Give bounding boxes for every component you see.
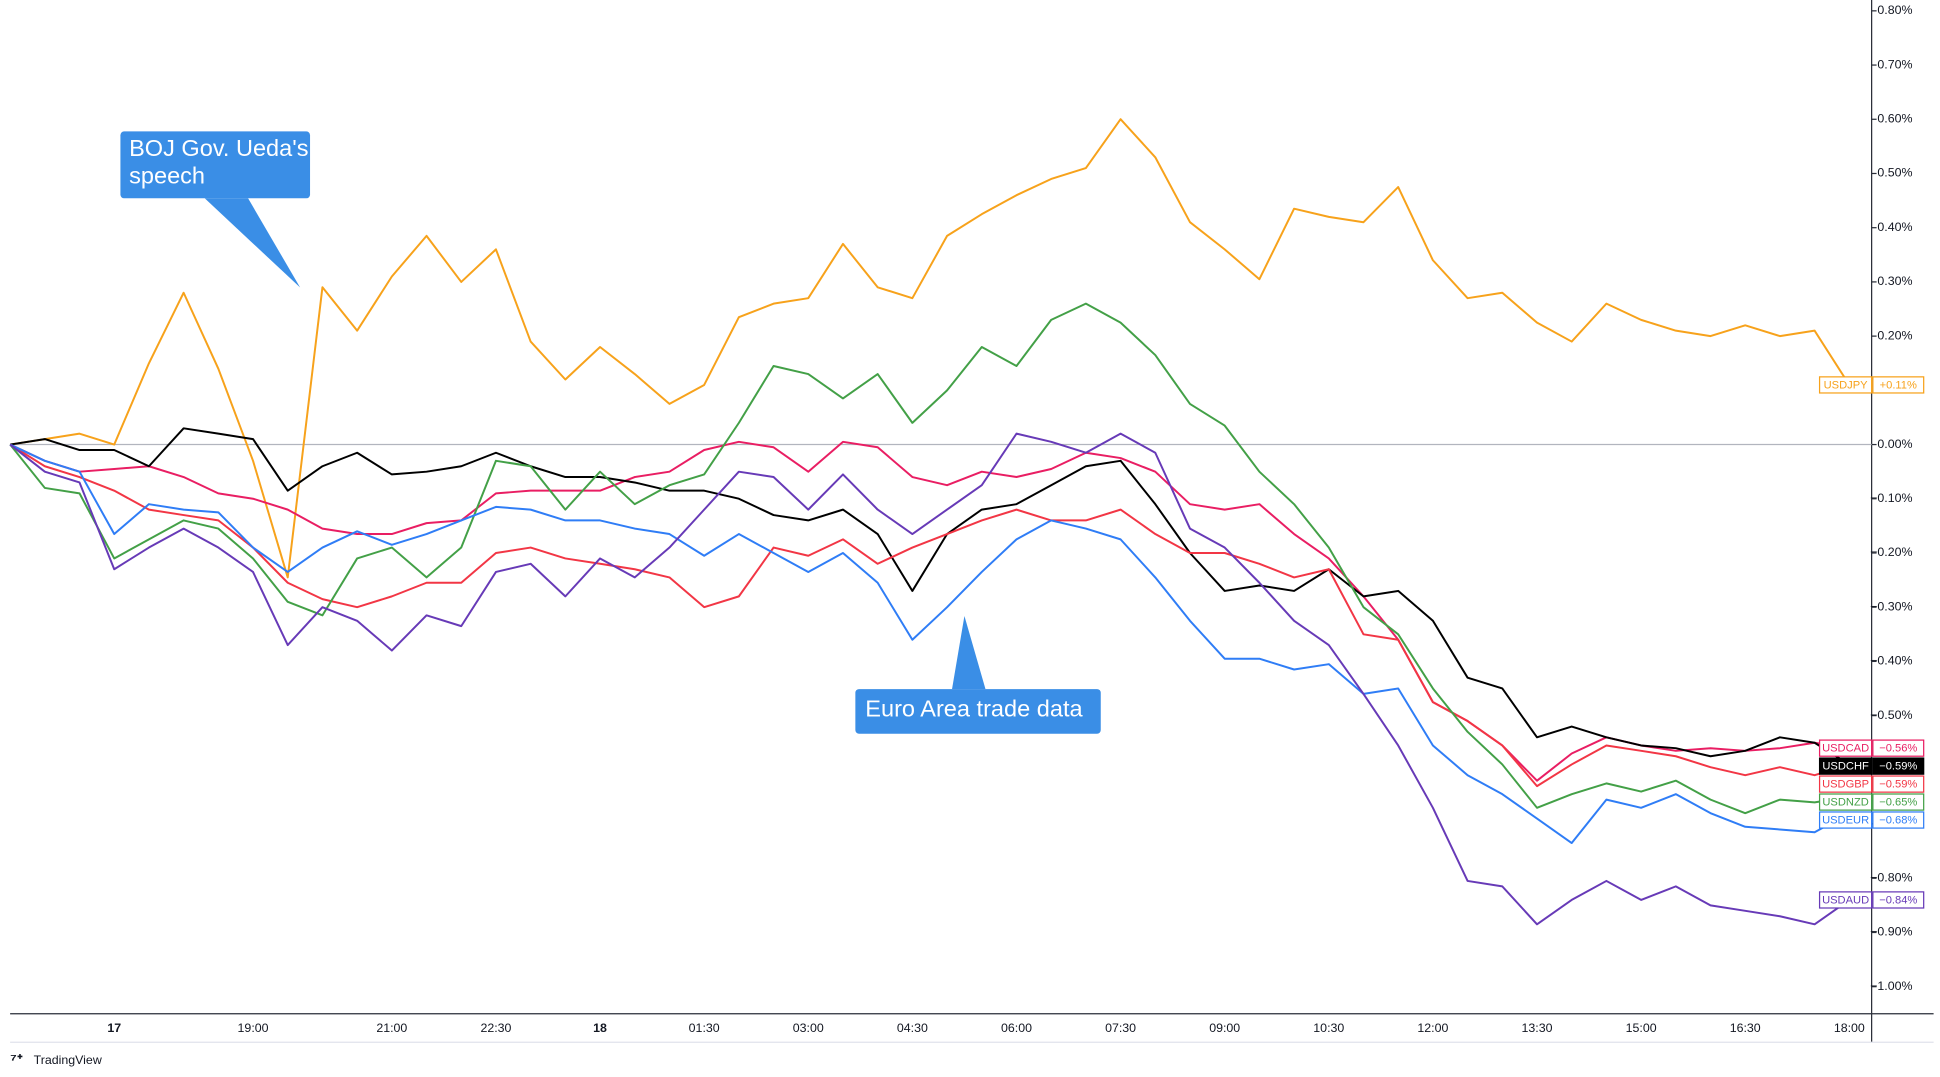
y-tick-label: −0.90% [1870, 925, 1912, 939]
tag-name-box [1818, 376, 1873, 394]
x-tick-label: 18:00 [1834, 1021, 1865, 1035]
y-tick-label: 0.20% [1877, 328, 1912, 342]
tag-name-box [1818, 775, 1873, 793]
series-tag: USDGBP −0.59% [1818, 775, 1925, 793]
tag-name: USDCAD [1822, 743, 1869, 755]
x-tick-label: 21:00 [376, 1021, 407, 1035]
y-tick-label: 0.30% [1877, 274, 1912, 288]
tag-name-box [1818, 811, 1873, 829]
callout-text: Euro Area trade data [865, 696, 1083, 723]
y-tick-label: 0.60% [1877, 112, 1912, 126]
x-tick-label: 17 [107, 1021, 121, 1035]
y-tick-label: −0.40% [1870, 654, 1912, 668]
x-tick-label: 13:30 [1522, 1021, 1553, 1035]
x-tick-label: 09:00 [1209, 1021, 1240, 1035]
x-tick-label: 12:00 [1417, 1021, 1448, 1035]
series-line [9, 440, 1850, 782]
series-tag: USDJPY +0.11% [1818, 376, 1925, 394]
x-tick-label: 19:00 [238, 1021, 269, 1035]
series-tag: USDCHF −0.59% [1818, 757, 1925, 775]
tag-value-box [1872, 757, 1925, 775]
y-tick-label: 0.70% [1877, 57, 1912, 71]
series-line [9, 443, 1850, 845]
tag-value-box [1872, 793, 1925, 811]
series-tag: USDNZD −0.65% [1818, 793, 1925, 811]
tag-value: −0.68% [1879, 815, 1917, 827]
y-tick-label: −0.50% [1870, 708, 1912, 722]
callout-pointer [952, 615, 986, 690]
tag-value: +0.11% [1880, 379, 1917, 391]
tag-value: −0.59% [1879, 761, 1917, 773]
y-tick-label: −0.20% [1870, 545, 1912, 559]
series-tag: USDCAD −0.56% [1818, 739, 1925, 757]
y-tick-label: −1.00% [1870, 979, 1912, 993]
y-tick-label: −0.80% [1870, 871, 1912, 885]
tag-name: USDGBP [1822, 779, 1869, 791]
tag-name-box [1818, 757, 1873, 775]
callout: Euro Area trade data [865, 696, 1083, 723]
x-tick-label: 04:30 [897, 1021, 928, 1035]
plot-area: 0.80% 0.70% 0.60% 0.50% 0.40% 0.30% 0.20% 0.00%… [9, 3, 1925, 1035]
callout-text: BOJ Gov. Ueda's speech [129, 136, 309, 190]
tag-name-box [1818, 793, 1873, 811]
callout-box [855, 689, 1101, 734]
series-tag: USDAUD −0.84% [1818, 891, 1925, 909]
tag-value-box [1872, 775, 1925, 793]
y-tick-label: −0.30% [1870, 599, 1912, 613]
callout: BOJ Gov. Ueda's speech [129, 136, 309, 190]
tag-value-box [1872, 811, 1925, 829]
series-tag: USDEUR −0.68% [1818, 811, 1925, 829]
tag-value: −0.59% [1879, 779, 1917, 791]
y-tick-label: 0.40% [1877, 220, 1912, 234]
series-line [9, 443, 1850, 788]
tag-name: USDCHF [1822, 761, 1869, 773]
callout-box [120, 131, 311, 199]
x-tick-label: 16:30 [1730, 1021, 1761, 1035]
x-tick-label: 10:30 [1313, 1021, 1344, 1035]
y-tick-label: −0.10% [1870, 491, 1912, 505]
series-line [9, 427, 1850, 766]
tag-name: USDNZD [1822, 797, 1868, 809]
source-label: TradingView [34, 1053, 102, 1067]
tag-name-box [1818, 739, 1873, 757]
tag-value: −0.84% [1879, 895, 1917, 907]
x-tick-label: 03:00 [793, 1021, 824, 1035]
series-line [9, 432, 1850, 926]
x-tick-label: 06:00 [1001, 1021, 1032, 1035]
x-tick-label: 15:00 [1626, 1021, 1657, 1035]
x-tick-label: 01:30 [689, 1021, 720, 1035]
x-tick-label: 18 [593, 1021, 607, 1035]
y-tick-label: 0.50% [1877, 166, 1912, 180]
y-tick-label: 0.00% [1877, 437, 1912, 451]
tag-name: USDEUR [1822, 815, 1869, 827]
y-tick-label: 0.80% [1877, 3, 1912, 17]
series-line [9, 118, 1851, 579]
tag-value-box [1872, 739, 1925, 757]
tag-name: USDAUD [1822, 895, 1869, 907]
x-tick-label: 22:30 [480, 1021, 511, 1035]
tag-value-box [1872, 891, 1925, 909]
tag-value: −0.56% [1879, 743, 1917, 755]
tag-name-box [1818, 891, 1873, 909]
tag-value: −0.65% [1879, 797, 1917, 809]
tag-name: USDJPY [1824, 379, 1869, 391]
x-tick-label: 07:30 [1105, 1021, 1136, 1035]
logo-mark: ⁷ᐩ [10, 1051, 23, 1069]
tag-value-box [1872, 376, 1925, 394]
